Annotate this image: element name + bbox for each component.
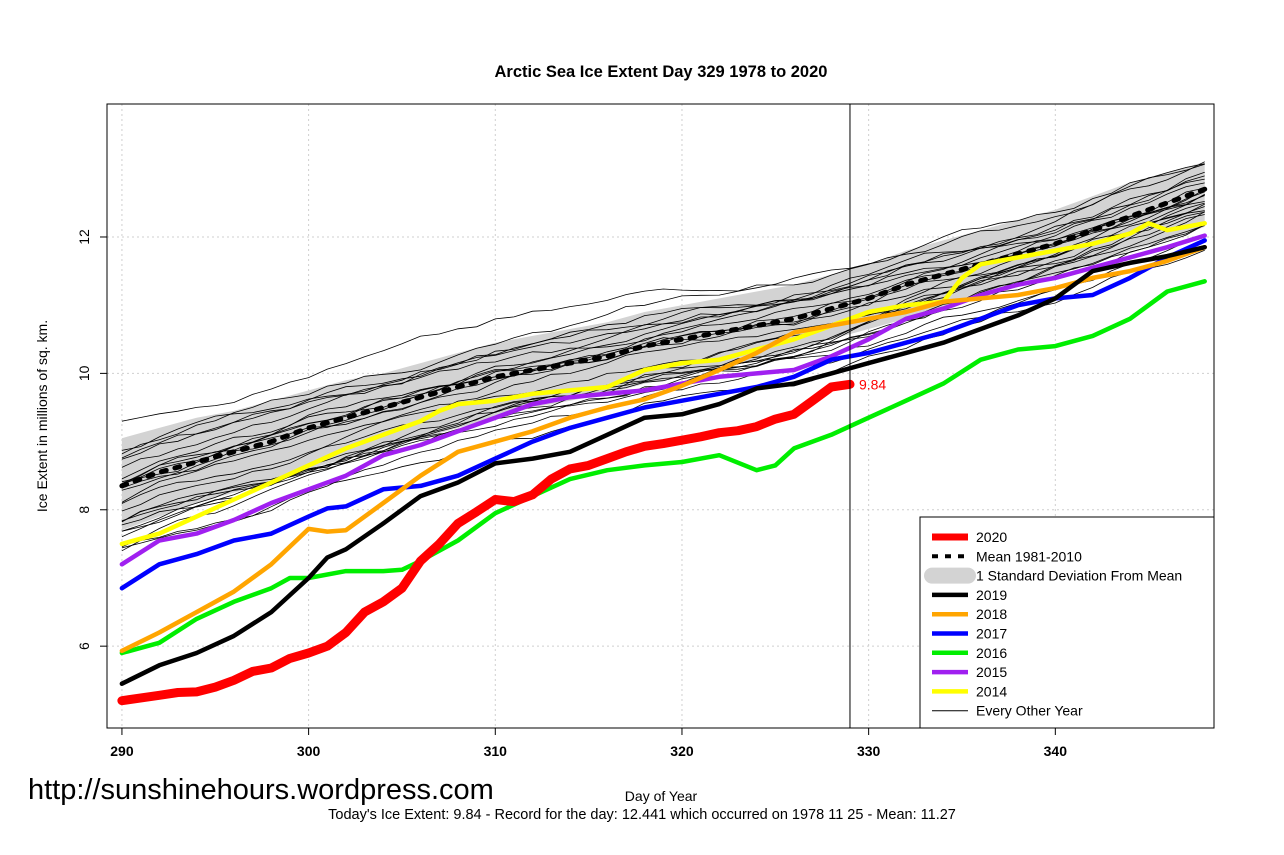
x-tick-label: 300 [297, 743, 321, 759]
background-year-line [121, 224, 1205, 526]
background-year-line [121, 178, 1205, 451]
x-tick-label: 290 [110, 743, 134, 759]
x-tick-label: 320 [670, 743, 694, 759]
series-line-2015 [119, 233, 1207, 567]
y-tick-label: 6 [76, 642, 92, 650]
series-line-2018 [119, 244, 1207, 654]
background-year-line [121, 187, 1205, 480]
std-band-area [121, 162, 1205, 531]
legend-label: 2017 [976, 626, 1007, 642]
y-tick-label: 12 [76, 229, 92, 245]
footer-text: Today's Ice Extent: 9.84 - Record for th… [328, 807, 956, 823]
series-line-2017 [119, 238, 1207, 591]
mean-line [119, 186, 1208, 489]
background-year-line [121, 191, 1205, 485]
legend-label: 2020 [976, 529, 1007, 545]
x-tick-label: 330 [857, 743, 881, 759]
legend-label: Every Other Year [976, 703, 1083, 719]
legend-label: 2016 [976, 645, 1007, 661]
y-axis-label: Ice Extent in millions of sq. km. [34, 320, 50, 512]
x-axis: 290 300 310 320 330 340 [110, 727, 1068, 759]
legend-label: 2015 [976, 664, 1007, 680]
x-tick-label: 310 [484, 743, 508, 759]
legend-label: 2019 [976, 587, 1007, 603]
x-axis-label: Day of Year [625, 788, 698, 804]
legend-box [919, 516, 1215, 729]
series-line-2020 [117, 379, 855, 706]
background-year-line [121, 161, 1205, 422]
background-year-line [121, 195, 1205, 459]
legend-label: 1 Standard Deviation From Mean [976, 568, 1182, 584]
legend: 2020 Mean 1981-2010 1 Standard Deviation F… [919, 516, 1215, 729]
y-tick-label: 10 [76, 365, 92, 381]
y-tick-label: 8 [76, 506, 92, 514]
background-year-line [121, 163, 1205, 460]
series-line-2019 [119, 244, 1207, 686]
legend-label: 2014 [976, 683, 1007, 699]
current-value-label: 9.84 [859, 376, 886, 392]
series-line-2014 [119, 221, 1207, 547]
std-band [121, 162, 1205, 531]
background-year-line [121, 211, 1205, 512]
background-year-line [121, 163, 1205, 455]
footer-stats: Today's Ice Extent: 9.84 - Record for th… [0, 807, 1284, 823]
mean-series-line [119, 186, 1208, 489]
series-lines [117, 221, 1207, 706]
watermark-url: http://sunshinehours.wordpress.com [28, 774, 494, 806]
chart-title: Arctic Sea Ice Extent Day 329 1978 to 20… [495, 63, 828, 81]
legend-label: Mean 1981-2010 [976, 548, 1082, 564]
background-year-line [121, 202, 1205, 532]
x-tick-label: 340 [1044, 743, 1068, 759]
y-axis: 6 8 10 12 [76, 229, 107, 650]
legend-label: 2018 [976, 606, 1007, 622]
background-year-line [121, 194, 1205, 503]
background-year-line [121, 175, 1205, 489]
series-line-2016 [119, 279, 1207, 656]
background-year-line [121, 182, 1205, 468]
